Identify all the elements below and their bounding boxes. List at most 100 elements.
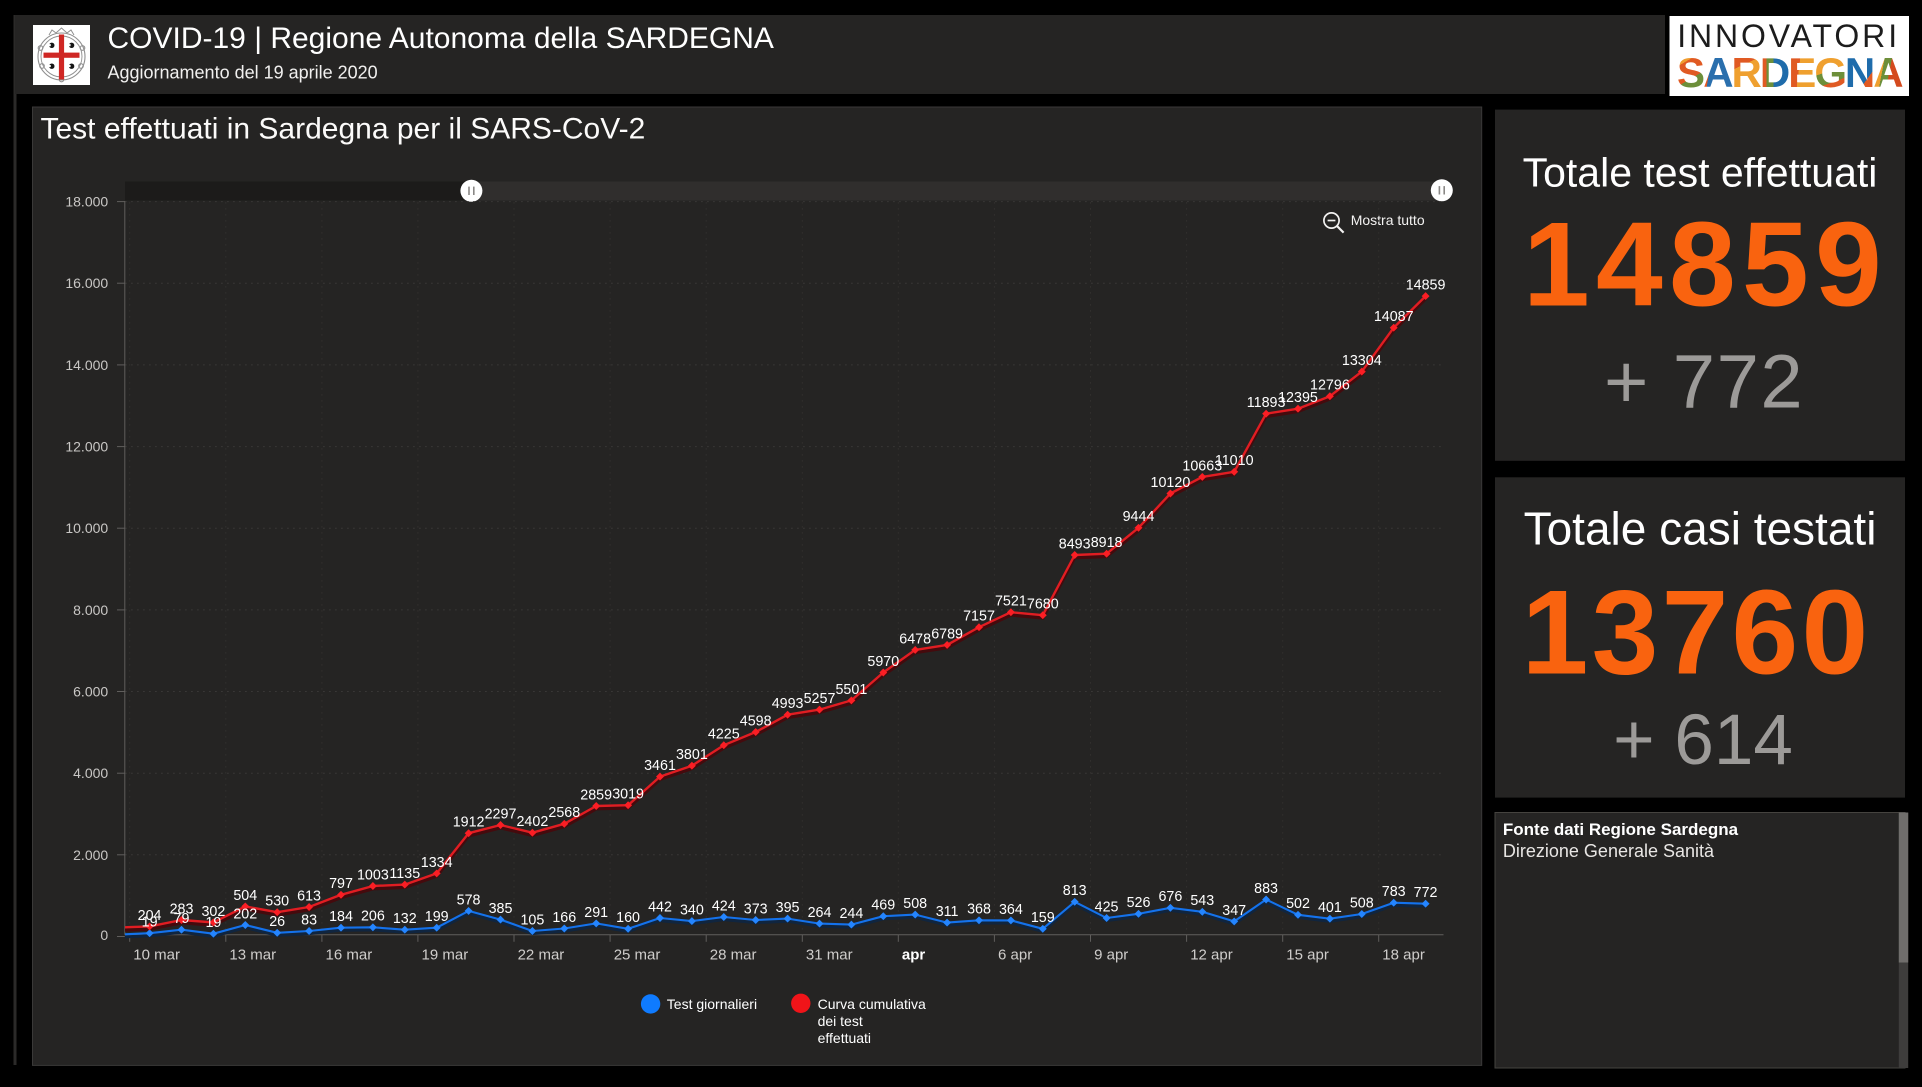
svg-text:543: 543 bbox=[1190, 893, 1214, 909]
svg-text:16 mar: 16 mar bbox=[326, 947, 373, 964]
svg-text:A: A bbox=[1703, 49, 1733, 96]
svg-text:8.000: 8.000 bbox=[73, 602, 108, 618]
svg-text:10663: 10663 bbox=[1182, 458, 1222, 474]
svg-text:19: 19 bbox=[142, 915, 158, 931]
svg-text:10.000: 10.000 bbox=[65, 520, 108, 536]
svg-text:S: S bbox=[1677, 49, 1705, 96]
svg-text:12.000: 12.000 bbox=[65, 439, 108, 455]
svg-text:6 apr: 6 apr bbox=[998, 947, 1032, 964]
svg-text:dei test: dei test bbox=[818, 1013, 863, 1029]
svg-text:2859: 2859 bbox=[580, 787, 612, 803]
svg-text:79: 79 bbox=[174, 911, 190, 927]
svg-text:10 mar: 10 mar bbox=[133, 947, 180, 964]
svg-text:+ 614: + 614 bbox=[1613, 701, 1793, 780]
svg-text:311: 311 bbox=[936, 904, 959, 920]
svg-text:15 apr: 15 apr bbox=[1286, 947, 1329, 964]
svg-text:1912: 1912 bbox=[453, 815, 485, 831]
svg-text:502: 502 bbox=[1286, 896, 1310, 912]
svg-text:883: 883 bbox=[1254, 881, 1278, 897]
svg-text:368: 368 bbox=[967, 902, 991, 918]
svg-text:291: 291 bbox=[584, 905, 608, 921]
svg-text:264: 264 bbox=[808, 905, 832, 921]
svg-text:effettuati: effettuati bbox=[818, 1030, 871, 1046]
svg-text:4598: 4598 bbox=[740, 713, 772, 729]
svg-text:G: G bbox=[1814, 49, 1847, 96]
svg-text:6.000: 6.000 bbox=[73, 684, 108, 700]
svg-text:14859: 14859 bbox=[1406, 278, 1446, 294]
svg-text:6478: 6478 bbox=[899, 631, 931, 647]
svg-text:Totale test effettuati: Totale test effettuati bbox=[1523, 150, 1878, 196]
svg-text:14087: 14087 bbox=[1374, 309, 1414, 325]
svg-text:apr: apr bbox=[902, 947, 926, 964]
svg-text:28 mar: 28 mar bbox=[710, 947, 757, 964]
svg-text:Aggiornamento del 19 aprile 20: Aggiornamento del 19 aprile 2020 bbox=[108, 63, 378, 83]
svg-text:4993: 4993 bbox=[772, 696, 804, 712]
svg-text:0: 0 bbox=[100, 927, 108, 943]
svg-text:7157: 7157 bbox=[963, 609, 995, 625]
svg-text:13760: 13760 bbox=[1522, 566, 1872, 700]
svg-text:INNOVATORI: INNOVATORI bbox=[1677, 18, 1900, 54]
svg-text:13304: 13304 bbox=[1342, 353, 1382, 369]
svg-text:199: 199 bbox=[425, 909, 449, 925]
svg-text:302: 302 bbox=[201, 904, 225, 920]
svg-text:283: 283 bbox=[170, 901, 194, 917]
svg-text:204: 204 bbox=[138, 908, 162, 924]
svg-text:159: 159 bbox=[1031, 910, 1055, 926]
svg-text:Direzione Generale Sanità: Direzione Generale Sanità bbox=[1503, 841, 1715, 861]
svg-text:19: 19 bbox=[205, 915, 221, 931]
svg-text:813: 813 bbox=[1063, 883, 1087, 899]
svg-text:244: 244 bbox=[839, 906, 863, 922]
svg-text:184: 184 bbox=[329, 909, 353, 925]
svg-text:2.000: 2.000 bbox=[73, 847, 108, 863]
svg-text:22 mar: 22 mar bbox=[518, 947, 565, 964]
svg-text:5501: 5501 bbox=[835, 682, 867, 698]
svg-text:12796: 12796 bbox=[1310, 378, 1350, 394]
svg-text:530: 530 bbox=[265, 894, 289, 910]
svg-text:12 apr: 12 apr bbox=[1190, 947, 1233, 964]
svg-text:469: 469 bbox=[871, 898, 895, 914]
svg-text:105: 105 bbox=[520, 912, 544, 928]
svg-text:10120: 10120 bbox=[1151, 475, 1191, 491]
svg-text:578: 578 bbox=[457, 892, 481, 908]
svg-text:340: 340 bbox=[680, 903, 704, 919]
svg-text:N: N bbox=[1845, 49, 1875, 96]
svg-text:11010: 11010 bbox=[1215, 453, 1254, 469]
svg-text:14859: 14859 bbox=[1523, 197, 1888, 331]
svg-text:526: 526 bbox=[1127, 895, 1151, 911]
svg-text:373: 373 bbox=[744, 901, 768, 917]
svg-text:676: 676 bbox=[1158, 889, 1182, 905]
svg-text:442: 442 bbox=[648, 899, 672, 915]
svg-text:8493: 8493 bbox=[1059, 536, 1091, 552]
svg-text:Fonte dati Regione Sardegna: Fonte dati Regione Sardegna bbox=[1503, 820, 1739, 839]
svg-text:Test effettuati in Sardegna pe: Test effettuati in Sardegna per il SARS-… bbox=[41, 113, 646, 146]
svg-text:797: 797 bbox=[329, 876, 353, 892]
svg-text:Totale casi testati: Totale casi testati bbox=[1524, 503, 1877, 555]
svg-text:16.000: 16.000 bbox=[65, 275, 108, 291]
svg-text:401: 401 bbox=[1318, 900, 1342, 916]
svg-text:4.000: 4.000 bbox=[73, 765, 108, 781]
svg-text:772: 772 bbox=[1414, 885, 1438, 901]
svg-text:COVID-19 | Regione Autonoma de: COVID-19 | Regione Autonoma della SARDEG… bbox=[108, 22, 774, 55]
svg-text:7680: 7680 bbox=[1027, 597, 1059, 613]
svg-text:Test giornalieri: Test giornalieri bbox=[667, 996, 757, 1012]
svg-text:14.000: 14.000 bbox=[65, 357, 108, 373]
svg-text:1003: 1003 bbox=[357, 867, 389, 883]
svg-text:202: 202 bbox=[233, 906, 257, 922]
svg-text:9444: 9444 bbox=[1123, 509, 1155, 525]
svg-text:1135: 1135 bbox=[389, 866, 420, 882]
svg-text:347: 347 bbox=[1222, 903, 1246, 919]
svg-text:83: 83 bbox=[301, 912, 317, 928]
svg-text:E: E bbox=[1788, 49, 1816, 96]
svg-text:424: 424 bbox=[712, 898, 736, 914]
svg-text:206: 206 bbox=[361, 909, 385, 925]
svg-text:160: 160 bbox=[616, 910, 640, 926]
svg-text:12395: 12395 bbox=[1278, 390, 1318, 406]
svg-text:31 mar: 31 mar bbox=[806, 947, 853, 964]
svg-text:1334: 1334 bbox=[421, 855, 453, 871]
svg-text:7521: 7521 bbox=[995, 594, 1027, 610]
svg-text:2568: 2568 bbox=[548, 805, 580, 821]
svg-text:132: 132 bbox=[393, 911, 417, 927]
svg-text:364: 364 bbox=[999, 902, 1023, 918]
svg-text:13 mar: 13 mar bbox=[229, 947, 276, 964]
svg-text:3461: 3461 bbox=[644, 758, 676, 774]
